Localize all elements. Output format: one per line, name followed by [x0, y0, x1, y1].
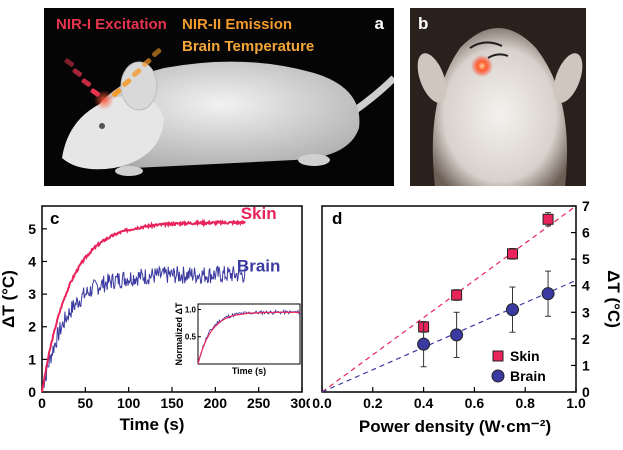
chart-d-y-tick-label: 5: [582, 251, 590, 267]
chart-c-x-tick-label: 100: [117, 395, 141, 411]
inset-y-label: Normalized ΔT: [174, 302, 184, 365]
chart-d-legend-marker-brain: [491, 369, 505, 383]
chart-d-x-tick-label: 0.4: [414, 395, 434, 411]
inset-series-skin: [197, 311, 301, 365]
chart-d-legend-skin: Skin: [510, 348, 540, 364]
chart-d-fit-brain: [321, 279, 577, 393]
chart-d-point-brain: [450, 328, 464, 342]
chart-d-y-tick-label: 2: [582, 331, 590, 347]
mouse-photo: [410, 8, 586, 186]
chart-c-y-tick-label: 5: [28, 221, 36, 237]
chart-d-y-tick-label: 0: [582, 384, 590, 400]
emission-beam: [112, 48, 162, 97]
mouse-eye: [99, 123, 105, 129]
chart-d-x-tick-label: 0.2: [363, 395, 383, 411]
panel-a-image: NIR-I Excitation NIR-II Emission Brain T…: [44, 8, 394, 186]
excitation-label: NIR-I Excitation: [56, 16, 167, 33]
chart-d-x-tick-label: 0.8: [515, 395, 535, 411]
emission-label: NIR-II Emission: [182, 16, 293, 33]
chart-d-panel-letter: d: [332, 209, 342, 228]
chart-d-point-brain: [541, 287, 555, 301]
chart-d-y-tick-label: 4: [582, 278, 590, 294]
chart-c-series-skin: [41, 218, 246, 393]
chart-d-point-skin: [507, 248, 518, 260]
chart-c-series-brain: [41, 265, 246, 393]
chart-c-x-tick-label: 250: [247, 395, 271, 411]
chart-c-x-tick-label: 50: [78, 395, 94, 411]
chart-d-x-tick-label: 1.0: [566, 395, 586, 411]
chart-c-y-axis-label: ΔT (°C): [0, 270, 18, 328]
mouse-head: [62, 95, 164, 170]
temperature-label: Brain Temperature: [182, 38, 315, 55]
chart-c-x-tick-label: 150: [160, 395, 184, 411]
chart-d-y-tick-label: 1: [582, 357, 590, 373]
chart-c-x-tick-label: 200: [204, 395, 228, 411]
chart-c-x-axis-label: Time (s): [120, 415, 185, 434]
chart-d-y-tick-label: 6: [582, 225, 590, 241]
chart-c-marks: 0 50 100 150 200 250 300 0 1 2 3 4 5 Time (s) ΔT (°C) c…: [0, 204, 310, 434]
chart-c-y-tick-label: 2: [28, 319, 36, 335]
chart-c: 0 50 100 150 200 250 300 0 1 2 3 4 5 Time (s) ΔT (°C) c…: [0, 204, 310, 434]
chart-c-y-tick-label: 3: [28, 286, 36, 302]
chart-d: 0.0 0.2 0.4 0.6 0.8 1.00 1 2 3 4 5 6 7 Power density …: [312, 198, 623, 436]
mouse-fur: [432, 28, 568, 186]
chart-d-x-tick-label: 0.0: [312, 395, 332, 411]
chart-d-y-tick-label: 3: [582, 304, 590, 320]
chart-c-x-tick-label: 0: [38, 395, 46, 411]
chart-d-legend-marker-skin: [492, 350, 504, 362]
chart-d-y-tick-label: 7: [582, 198, 590, 214]
chart-d-frame: [321, 205, 577, 393]
inset-y-tick-label: 1.0: [185, 305, 197, 314]
chart-d-marks: 0.0 0.2 0.4 0.6 0.8 1.00 1 2 3 4 5 6 7 Power density …: [312, 198, 623, 436]
panel-b-letter: b: [418, 14, 429, 33]
chart-c-y-tick-label: 4: [28, 253, 36, 269]
chart-d-x-axis-label: Power density (W·cm⁻²): [359, 417, 551, 436]
chart-c-legend-brain: Brain: [237, 256, 280, 275]
chart-d-point-brain: [506, 303, 519, 317]
mouse-illustration: [62, 48, 394, 176]
chart-c-y-tick-label: 1: [28, 351, 36, 367]
chart-c-x-tick-label: 300: [290, 395, 310, 411]
inset-x-label: Time (s): [232, 366, 266, 376]
chart-c-legend-skin: Skin: [241, 204, 277, 223]
excitation-beam: [64, 58, 101, 97]
chart-d-point-skin: [451, 289, 463, 301]
chart-c-panel-letter: c: [50, 209, 59, 228]
chart-c-y-tick-label: 0: [28, 384, 36, 400]
chart-d-legend-brain: Brain: [510, 368, 546, 384]
chart-d-fit-skin: [321, 205, 577, 393]
fluorescence-spot: [471, 55, 493, 77]
chart-d-y-axis-label: ΔT (°C): [604, 270, 623, 328]
panel-a-letter: a: [374, 14, 384, 33]
chart-d-point-skin: [542, 213, 554, 225]
inset-y-tick-label: 0.5: [185, 333, 197, 342]
panel-b-image: b: [410, 8, 586, 186]
chart-d-x-tick-label: 0.6: [465, 395, 485, 411]
chart-d-point-brain: [417, 337, 431, 351]
mouse-ear: [120, 61, 158, 111]
